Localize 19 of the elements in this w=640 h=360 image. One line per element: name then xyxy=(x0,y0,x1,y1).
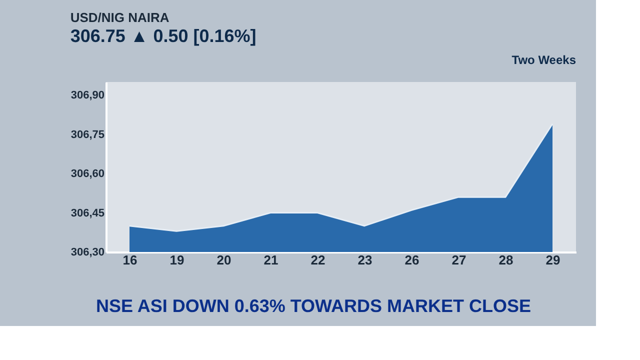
x-tick-label: 27 xyxy=(452,252,466,268)
x-tick-label: 28 xyxy=(498,252,514,268)
text: NSE ASI DOWN 0.63% TOWARDS MARKET CLOSE xyxy=(96,296,532,316)
y-tick-label: 306,60 xyxy=(70,168,104,180)
chart-subtitle: 306.75 ▲ 0.50 [0.16%] xyxy=(70,26,256,46)
x-tick-label: 21 xyxy=(264,252,278,268)
x-tick-label: 20 xyxy=(216,252,232,268)
x-tick-label: 29 xyxy=(546,252,560,268)
text: Two Weeks xyxy=(512,53,576,67)
x-tick-label: 19 xyxy=(170,252,184,268)
chart-title: USD/NIG NAIRA xyxy=(70,10,170,25)
y-tick-label: 306,90 xyxy=(70,90,104,102)
x-tick-label: 22 xyxy=(310,252,326,268)
y-tick-label: 306,30 xyxy=(70,246,104,258)
y-tick-label: 306,45 xyxy=(70,207,104,220)
y-tick-label: 306,75 xyxy=(70,128,104,141)
x-tick-label: 23 xyxy=(358,252,372,268)
x-tick-label: 16 xyxy=(122,252,138,268)
x-tick-label: 26 xyxy=(404,252,420,268)
